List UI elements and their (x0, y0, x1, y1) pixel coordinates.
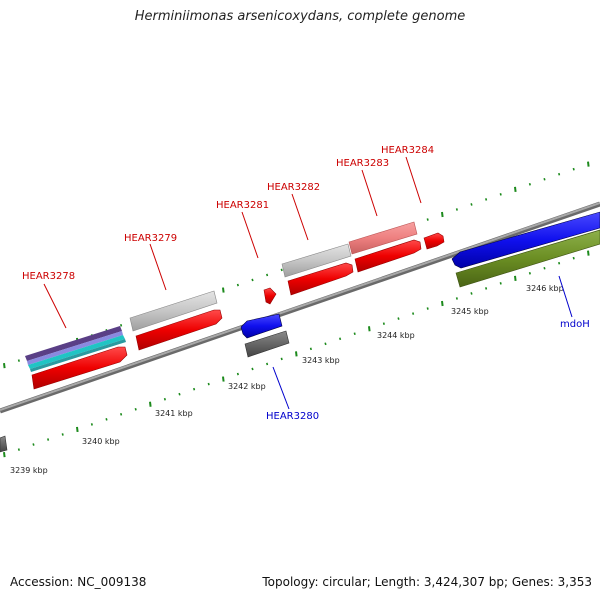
gene-mdoH[interactable] (451, 211, 600, 288)
backbone (0, 201, 600, 414)
scale-tick (76, 426, 79, 433)
scale-tick (193, 387, 196, 391)
scale-tick (32, 443, 35, 446)
accession-text: Accession: NC_009138 (10, 575, 147, 589)
scale-tick (17, 448, 20, 451)
scale-tick (382, 322, 385, 325)
kbp-label: 3245 kbp (451, 307, 489, 316)
scale-tick (178, 392, 181, 396)
scale-tick (149, 401, 152, 407)
scale-tick (222, 376, 225, 382)
gene-HEAR3281[interactable] (263, 287, 277, 305)
scale-tick (426, 218, 429, 221)
scale-tick (528, 182, 531, 186)
gene-label: HEAR3279 (124, 233, 177, 244)
tick-row-bottom (3, 250, 590, 458)
gene-HEAR3280[interactable] (240, 313, 290, 358)
scale-tick (455, 297, 458, 300)
scale-tick (207, 382, 210, 386)
scale-tick (426, 307, 429, 310)
gene-HEAR3284[interactable] (423, 232, 445, 250)
scale-tick (572, 256, 575, 260)
gene-label: HEAR3284 (381, 145, 434, 156)
scale-tick (134, 407, 137, 411)
kbp-label: 3241 kbp (155, 409, 193, 418)
scale-tick (558, 172, 561, 176)
scale-tick (353, 332, 356, 336)
scale-tick (558, 261, 561, 265)
scale-tick (251, 367, 254, 371)
leader-lines (43, 156, 573, 410)
scale-tick (543, 177, 546, 181)
genome-title: Herminiimonas arsenicoxydans, complete g… (134, 9, 466, 24)
kbp-label: 3240 kbp (82, 437, 120, 446)
gene-HEAR3283[interactable] (348, 221, 422, 273)
gene-partial-left[interactable] (0, 435, 8, 453)
kbp-label: 3246 kbp (526, 284, 564, 293)
scale-tick (120, 324, 123, 327)
scale-tick (441, 300, 444, 307)
scale-tick (251, 278, 254, 282)
scale-tick (485, 287, 488, 290)
scale-tick (528, 271, 531, 275)
kbp-label: 3242 kbp (228, 382, 266, 391)
kbp-label: 3243 kbp (302, 356, 340, 365)
scale-tick (120, 413, 123, 416)
scale-tick (105, 418, 108, 421)
scale-tick (499, 193, 502, 196)
scale-tick (485, 198, 488, 201)
gene-label: HEAR3281 (216, 200, 269, 211)
gene-HEAR3282[interactable] (281, 243, 354, 296)
gene-label: HEAR3280 (266, 411, 319, 422)
scale-tick (295, 351, 298, 357)
scale-tick (339, 337, 342, 341)
scale-tick (368, 326, 371, 332)
scale-tick (587, 250, 590, 256)
scale-tick (572, 167, 575, 171)
gene-HEAR3278[interactable] (25, 326, 128, 390)
scale-tick (222, 287, 225, 293)
scale-tick (543, 266, 546, 270)
topology-summary: Topology: circular; Length: 3,424,307 bp… (262, 575, 592, 589)
scale-tick (266, 362, 269, 366)
scale-tick (90, 423, 93, 426)
scale-tick (309, 347, 312, 351)
scale-tick (280, 268, 283, 272)
scale-tick (324, 342, 327, 346)
scale-tick (514, 186, 517, 192)
gene-label: mdoH (560, 319, 590, 330)
scale-tick (514, 275, 517, 281)
scale-tick (3, 363, 6, 369)
scale-tick (236, 283, 239, 287)
kbp-label: 3239 kbp (10, 466, 48, 475)
kbp-scale: 3239 kbp 3240 kbp 3241 kbp 3242 kbp 3243… (10, 284, 564, 475)
scale-tick (499, 282, 502, 285)
scale-tick (397, 317, 400, 320)
scale-tick (163, 397, 166, 401)
scale-tick (470, 203, 473, 206)
gene-HEAR3279[interactable] (129, 290, 223, 351)
scale-tick (280, 357, 283, 361)
scale-tick (61, 433, 64, 436)
scale-tick (412, 312, 415, 315)
scale-tick (3, 452, 6, 458)
kbp-label: 3244 kbp (377, 331, 415, 340)
scale-tick (470, 292, 473, 295)
scale-tick (587, 161, 590, 167)
scale-tick (455, 208, 458, 211)
scale-tick (17, 359, 20, 362)
scale-tick (236, 372, 239, 376)
scale-tick (266, 273, 269, 277)
scale-tick (441, 211, 444, 218)
gene-label: HEAR3278 (22, 271, 75, 282)
scale-tick (47, 438, 50, 441)
gene-label: HEAR3283 (336, 158, 389, 169)
gene-labels: HEAR3278 HEAR3279 HEAR3281 HEAR3282 HEAR… (22, 145, 590, 422)
gene-label: HEAR3282 (267, 182, 320, 193)
